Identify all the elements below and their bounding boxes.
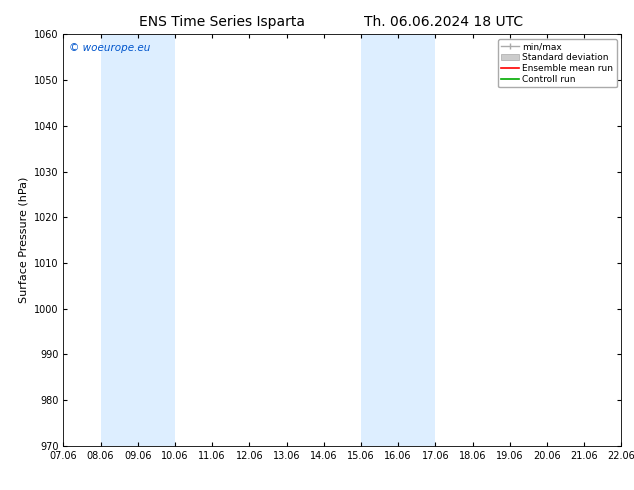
Text: ENS Time Series Isparta: ENS Time Series Isparta (139, 15, 305, 29)
Bar (361, 34, 436, 446)
Legend: min/max, Standard deviation, Ensemble mean run, Controll run: min/max, Standard deviation, Ensemble me… (498, 39, 617, 87)
Text: Th. 06.06.2024 18 UTC: Th. 06.06.2024 18 UTC (365, 15, 523, 29)
Text: © woeurope.eu: © woeurope.eu (69, 43, 150, 52)
Y-axis label: Surface Pressure (hPa): Surface Pressure (hPa) (18, 177, 29, 303)
Bar (101, 34, 175, 446)
Bar (621, 34, 634, 446)
